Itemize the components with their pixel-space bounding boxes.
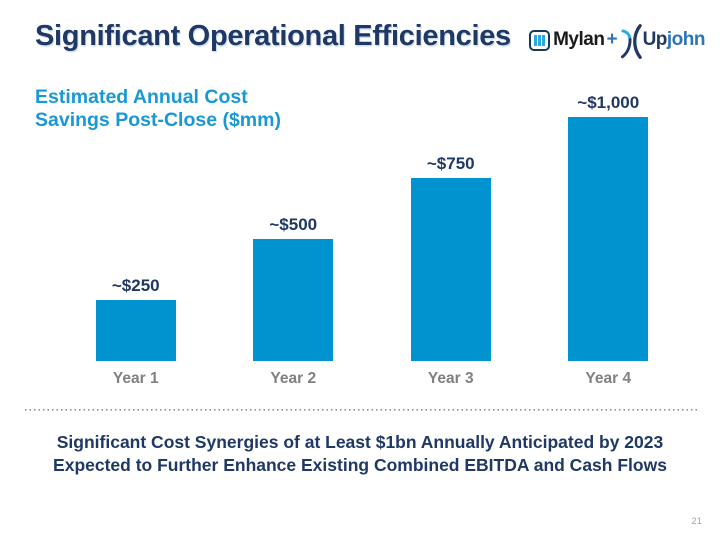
bar-year-4 <box>568 117 649 361</box>
chart-title-line-2: Savings Post-Close ($mm) <box>35 109 281 132</box>
bar-chart-axis: Year 1 Year 2 Year 3 Year 4 <box>57 370 687 388</box>
x-axis-label: Year 1 <box>112 370 159 387</box>
bar-value-label: ~$750 <box>426 154 475 173</box>
mylan-logo-icon <box>529 29 551 51</box>
bar-value-label: ~$500 <box>269 215 318 234</box>
bar-value-label: ~$1,000 <box>577 93 640 112</box>
upjohn-swoosh-icon <box>620 23 643 65</box>
plus-icon: + <box>606 29 618 50</box>
dotted-divider <box>25 409 697 411</box>
x-axis-label: Year 3 <box>427 370 474 387</box>
page-title: Significant Operational Efficiencies <box>35 20 511 52</box>
page-number: 21 <box>691 516 702 527</box>
mylan-upjohn-logo: Mylan + Up john <box>529 23 706 59</box>
bar-chart-plot: ~$250 ~$500 ~$750 ~$1,000 <box>57 88 687 361</box>
bar-year-3 <box>410 178 491 361</box>
bar-column: ~$1,000 <box>530 93 688 361</box>
footer-line-1: Significant Cost Synergies of at Least $… <box>56 432 664 452</box>
chart-title-line-1: Estimated Annual Cost <box>35 86 248 108</box>
x-axis-label: Year 4 <box>585 370 632 387</box>
bar-chart: ~$250 ~$500 ~$750 ~$1,000 Year 1 Year 2 Year … <box>57 88 687 388</box>
x-axis-label: Year 2 <box>270 370 317 387</box>
bar-year-1 <box>95 300 176 361</box>
bar-column: ~$750 <box>372 154 530 361</box>
footer-statement: Significant Cost Synergies of at Least $… <box>0 431 720 477</box>
upjohn-logo-text-john: john <box>666 29 706 50</box>
footer-line-2: Expected to Further Enhance Existing Com… <box>53 455 667 476</box>
bar-column: ~$500 <box>215 215 373 361</box>
bar-column: ~$250 <box>57 276 215 361</box>
chart-title: Estimated Annual Cost Savings Post-Close… <box>35 86 281 133</box>
bar-year-2 <box>253 239 334 361</box>
bar-value-label: ~$250 <box>111 276 160 295</box>
mylan-logo-text: Mylan <box>553 29 605 50</box>
upjohn-logo-text-up: Up <box>642 29 668 50</box>
